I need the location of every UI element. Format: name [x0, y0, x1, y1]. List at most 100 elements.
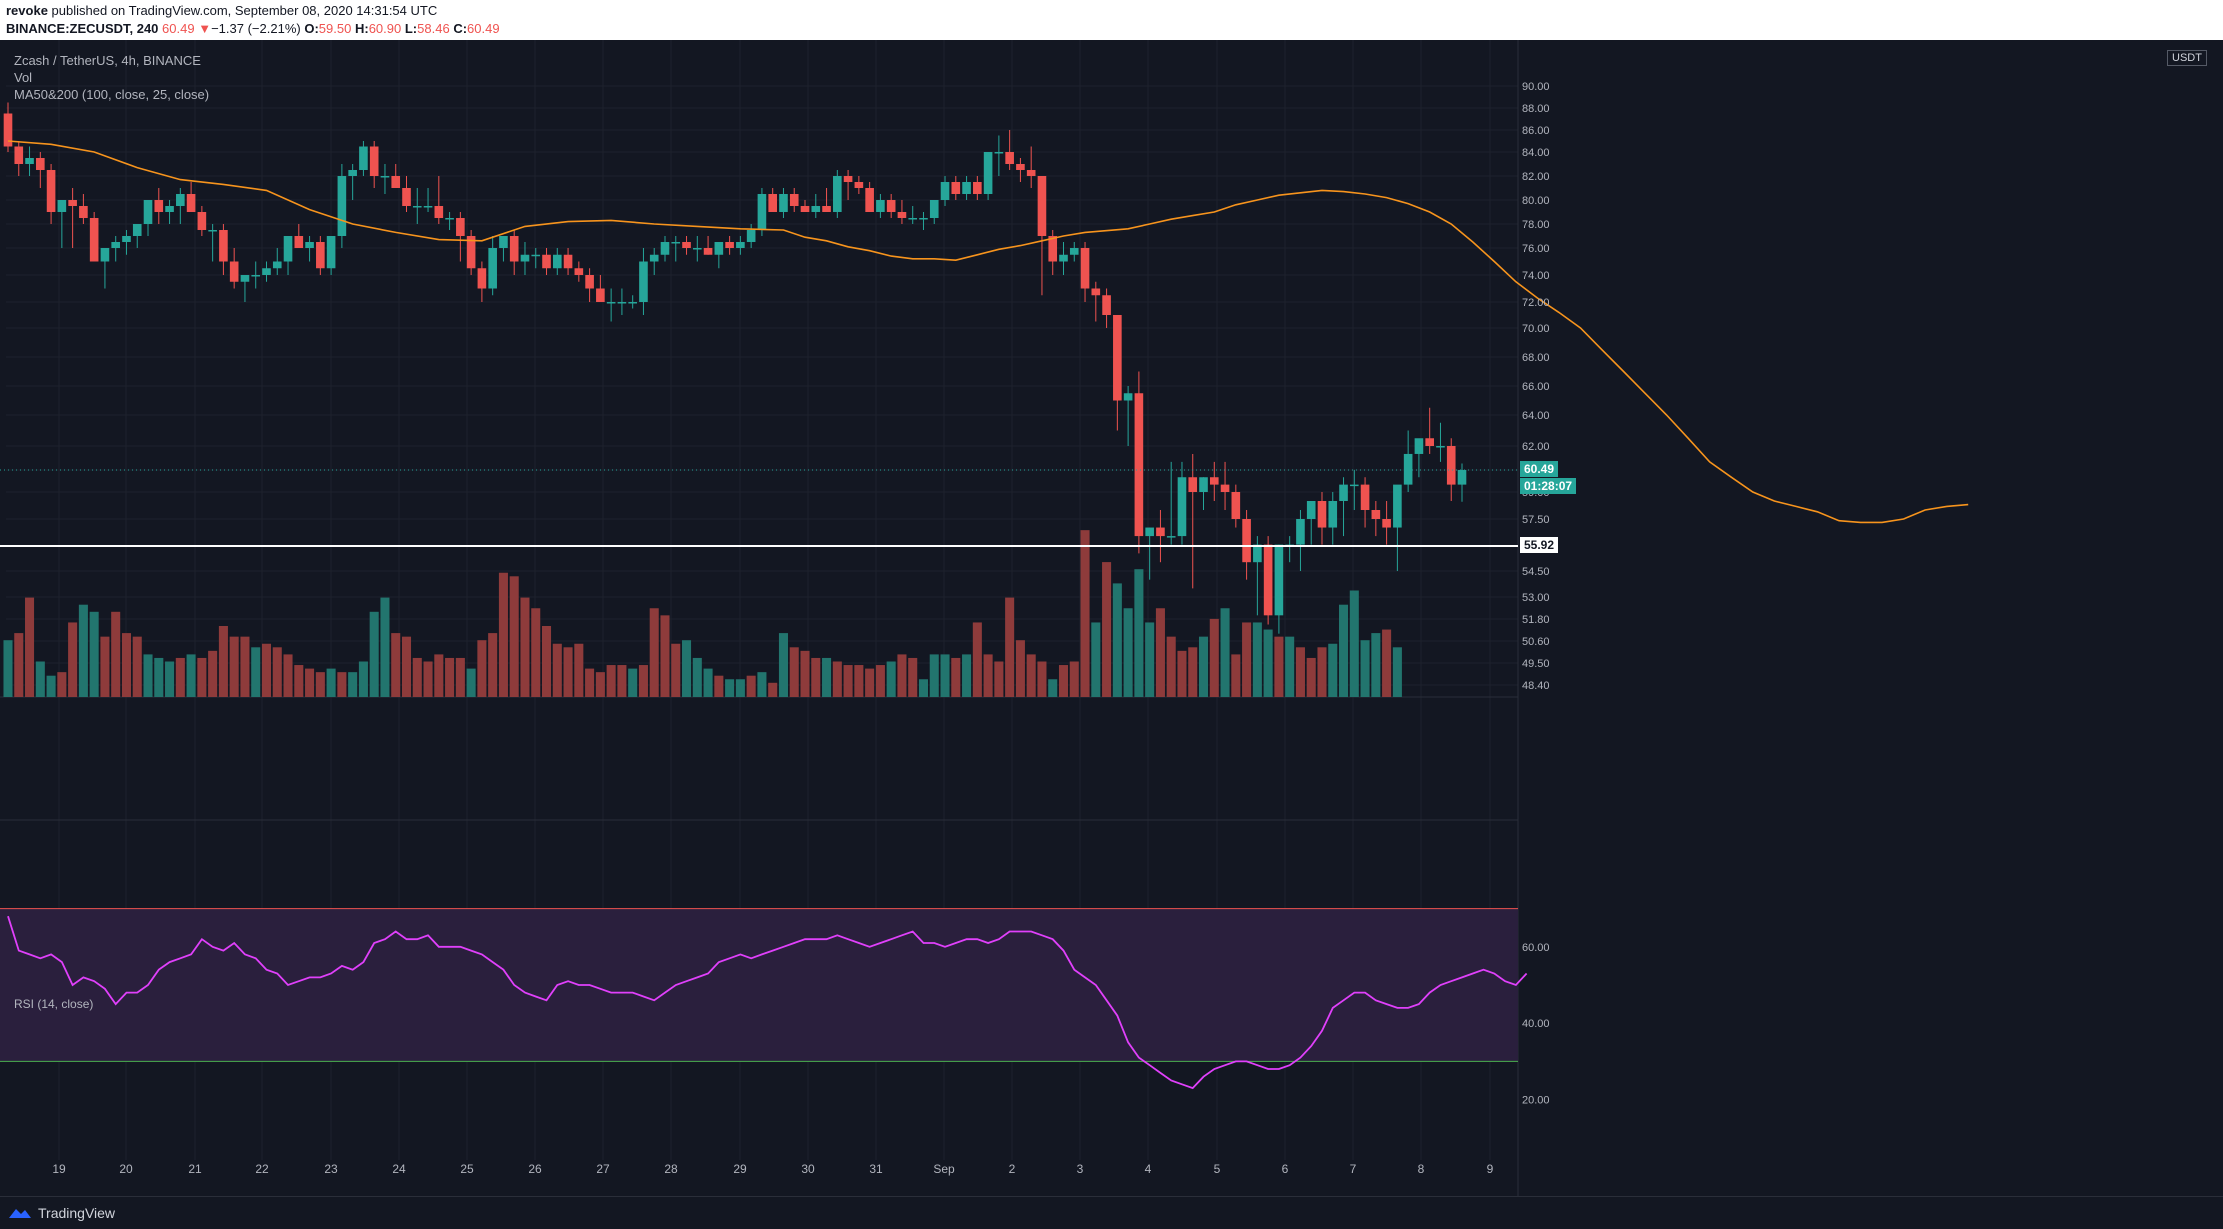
candle-body	[983, 152, 993, 194]
rsi-tick-label: 20.00	[1522, 1095, 1550, 1107]
candle-body	[1382, 519, 1391, 528]
candle-body	[940, 182, 950, 200]
volume-bar	[1080, 530, 1090, 697]
volume-bar	[1306, 657, 1316, 697]
volume-bar	[983, 654, 993, 697]
candle-body	[1414, 438, 1424, 454]
volume-bar	[305, 668, 315, 697]
candle-body	[1220, 484, 1230, 492]
volume-bar	[962, 654, 972, 697]
volume-bar	[261, 643, 272, 697]
candle-body	[843, 176, 853, 182]
volume-bar	[240, 636, 250, 697]
volume-bar	[1220, 608, 1230, 697]
volume-bar	[563, 647, 573, 697]
candle-body	[1199, 477, 1208, 492]
volume-bar	[552, 643, 562, 697]
candle-body	[876, 200, 885, 212]
volume-bar	[1058, 665, 1069, 697]
volume-bar	[46, 675, 56, 697]
volume-bar	[455, 657, 465, 697]
volume-bar	[1048, 679, 1058, 697]
price-tick-label: 64.00	[1522, 410, 1550, 422]
price-tick-label: 48.40	[1522, 680, 1550, 692]
volume-bar	[768, 682, 778, 697]
candle-body	[272, 261, 282, 269]
volume-bar	[1026, 654, 1036, 697]
time-tick-label: 9	[1487, 1162, 1494, 1176]
price-chart[interactable]: 48.4049.5050.6051.8053.0054.5057.5059.00…	[0, 40, 2223, 1196]
footer-bar: TradingView	[0, 1196, 2223, 1229]
candle-body	[1080, 248, 1090, 289]
volume-bar	[1091, 622, 1101, 697]
volume-bar	[197, 657, 207, 697]
volume-bar	[229, 636, 239, 697]
candle-body	[585, 275, 594, 289]
candle-body	[122, 236, 131, 242]
volume-bar	[1392, 647, 1402, 697]
high-label: H:	[354, 21, 369, 36]
candle-body	[36, 158, 45, 170]
volume-bar	[1285, 636, 1295, 697]
price-tick-label: 54.50	[1522, 566, 1550, 578]
volume-bar	[660, 615, 670, 697]
time-tick-label: 24	[392, 1162, 406, 1176]
candle-body	[111, 242, 121, 248]
tradingview-brand[interactable]: TradingView	[8, 1205, 115, 1221]
candle-body	[757, 194, 767, 230]
candle-body	[908, 218, 918, 220]
volume-bar	[434, 654, 444, 697]
symbol-label: BINANCE:ZECUSDT, 240	[6, 21, 159, 36]
candle-body	[1274, 544, 1284, 616]
candle-body	[703, 248, 713, 255]
currency-unit[interactable]: USDT	[2167, 50, 2207, 66]
legend-title: Zcash / TetherUS, 4h, BINANCE	[14, 53, 201, 68]
candle-body	[1123, 393, 1133, 401]
time-tick-label: 5	[1214, 1162, 1221, 1176]
candle-body	[509, 236, 519, 262]
candle-body	[596, 288, 605, 302]
volume-bar	[337, 672, 347, 697]
volume-bar	[671, 643, 681, 697]
candle-body	[3, 113, 13, 147]
volume-bar	[121, 633, 131, 697]
volume-bar	[1102, 562, 1112, 697]
candle-body	[660, 242, 670, 255]
volume-bar	[1188, 647, 1198, 697]
candle-body	[79, 206, 88, 218]
moving-average-line	[7, 140, 1969, 524]
candle-body	[746, 230, 756, 242]
volume-bar	[1069, 661, 1079, 697]
candle-body	[305, 242, 314, 248]
candle-body	[833, 176, 842, 212]
volume-bar	[1134, 569, 1144, 697]
price-tick-label: 66.00	[1522, 381, 1550, 393]
chart-legend: Zcash / TetherUS, 4h, BINANCE Vol MA50&2…	[14, 52, 209, 103]
candle-body	[1457, 470, 1467, 485]
candle-body	[456, 218, 465, 236]
candle-body	[574, 268, 584, 275]
volume-bar	[585, 668, 595, 697]
candle-body	[1069, 248, 1079, 255]
candle-body	[132, 224, 142, 236]
volume-bar	[606, 665, 616, 697]
time-tick-label: 25	[460, 1162, 474, 1176]
volume-bar	[875, 665, 885, 697]
candle-body	[962, 182, 971, 194]
candle-body	[800, 206, 810, 212]
volume-bar	[326, 668, 336, 697]
candle-body	[854, 182, 864, 188]
time-tick-label: 19	[52, 1162, 66, 1176]
candle-body	[326, 236, 336, 269]
candle-body	[1048, 236, 1058, 262]
volume-bar	[358, 661, 368, 697]
candle-body	[1177, 477, 1187, 537]
volume-bar	[466, 668, 476, 697]
time-tick-label: 3	[1077, 1162, 1084, 1176]
candle-body	[1016, 164, 1025, 170]
candle-body	[1339, 484, 1348, 501]
candle-body	[692, 248, 702, 250]
volume-bar	[692, 657, 702, 697]
volume-bar	[994, 661, 1004, 697]
price-tick-label: 78.00	[1522, 219, 1550, 231]
